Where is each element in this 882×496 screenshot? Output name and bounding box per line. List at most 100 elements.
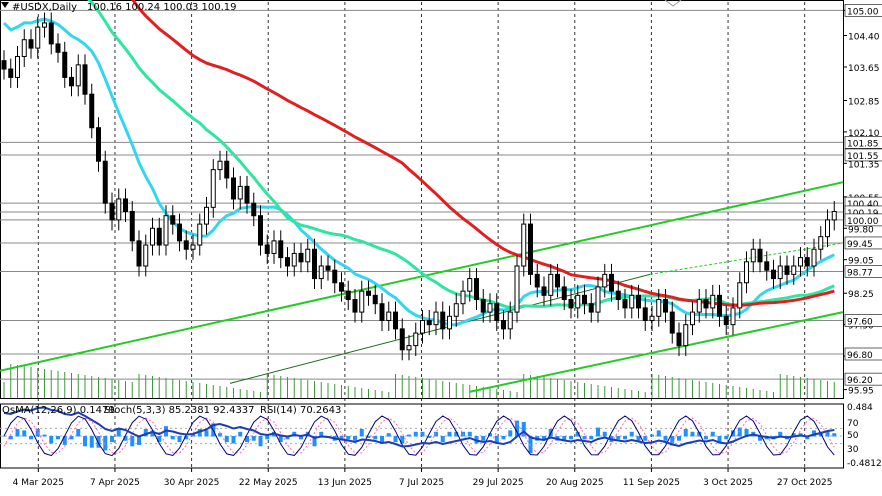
osma-bar	[683, 429, 688, 437]
candle-body	[615, 290, 621, 301]
time-axis: 4 Mar 2025 7 Apr 2025 30 Apr 2025 22 May 20…	[13, 468, 833, 488]
candle-body	[42, 22, 47, 28]
candle-body	[183, 240, 189, 250]
osma-bar	[575, 431, 580, 437]
candle-body	[575, 294, 581, 309]
price-tag-label: 98.77	[847, 268, 873, 278]
shift-marker-icon[interactable]	[664, 0, 682, 7]
candle-body	[244, 185, 250, 204]
candle-body	[757, 248, 763, 263]
osma-bar	[157, 436, 162, 443]
candle-body	[163, 215, 169, 246]
osma-bar	[312, 436, 317, 447]
time-tick-label: 30 Apr 2025	[164, 478, 220, 488]
channel-upper-line	[0, 181, 844, 372]
candle-body	[791, 265, 797, 275]
osma-bar	[319, 431, 324, 437]
osma-bar	[670, 436, 675, 444]
candle-body	[251, 202, 257, 217]
symbol-label: #USDX,Daily	[12, 2, 77, 13]
candle-body	[278, 240, 284, 259]
osma-bar	[467, 431, 472, 437]
axis-tick-label: 103.65	[848, 64, 880, 74]
price-tag	[844, 314, 882, 327]
channel-lower-line	[469, 311, 844, 393]
candle-body	[433, 311, 439, 326]
price-tag-label: 97.60	[847, 317, 873, 327]
osma-bar	[29, 436, 33, 440]
osma-bar	[69, 436, 74, 440]
ma-slow-line	[131, 0, 835, 307]
price-tag	[844, 265, 882, 278]
price-axis: 105.00 104.40 103.65 102.85 102.10 101.35 100.…	[843, 4, 882, 397]
time-tick-label: 7 Apr 2025	[90, 478, 140, 488]
axis-tick-label: 99.05	[848, 257, 874, 267]
candle-body	[636, 294, 641, 309]
osma-bar	[454, 431, 459, 437]
candle-body	[548, 273, 554, 296]
price-tag	[844, 213, 882, 227]
osma-bar	[731, 430, 735, 437]
stoch-signal-line	[3, 417, 835, 455]
osma-bar	[373, 436, 378, 440]
candle-body	[629, 294, 635, 309]
osma-bar	[697, 431, 702, 437]
osma-bar	[650, 434, 654, 437]
moving-averages	[2, 0, 835, 327]
candle-body	[359, 290, 365, 313]
candle-body	[555, 273, 560, 288]
candle-body	[177, 223, 182, 242]
osma-bar	[420, 431, 425, 437]
candle-body	[676, 332, 682, 347]
candle-body	[784, 265, 790, 275]
candle-body	[1, 60, 7, 70]
osma-bar	[832, 433, 837, 437]
osma-bar	[812, 430, 816, 437]
candle-body	[210, 169, 216, 208]
indicator-axis-label: 70	[847, 419, 859, 429]
candle-body	[730, 307, 736, 326]
osma-bar	[542, 436, 546, 440]
osma-bar	[170, 436, 175, 440]
candle-body	[62, 51, 68, 78]
indicator-axis-label: 50	[847, 431, 859, 441]
candle-body	[804, 257, 810, 267]
osma-bar	[596, 427, 600, 437]
candle-body	[642, 307, 648, 321]
candle-body	[744, 261, 749, 284]
osma-bar	[123, 436, 128, 441]
osma-bar	[623, 436, 627, 440]
osma-bar	[353, 436, 357, 441]
price-tag-label: 99.45	[847, 240, 873, 250]
time-tick-label: 22 May 2025	[239, 478, 298, 488]
candle-body	[305, 248, 311, 263]
candle-body	[190, 244, 196, 250]
candle-body	[48, 22, 54, 45]
osma-bar	[218, 433, 222, 437]
price-tag	[844, 347, 882, 361]
osma-bar	[130, 436, 135, 447]
osma-bar	[278, 436, 283, 443]
candle-body	[55, 43, 61, 53]
osma-bar	[258, 436, 263, 447]
candle-body	[561, 286, 567, 301]
candle-body	[818, 236, 824, 250]
osma-bar	[737, 427, 742, 437]
price-tag	[844, 236, 882, 250]
axis-tick-label: 102.85	[848, 97, 880, 107]
osma-bar	[393, 436, 398, 443]
price-tag-label: 101.55	[847, 152, 879, 162]
candle-body	[372, 294, 378, 305]
candle-body	[683, 324, 689, 347]
osma-bar	[704, 436, 708, 440]
candle-body	[656, 299, 662, 317]
osma-bar	[359, 429, 364, 437]
candle-body	[204, 206, 209, 225]
candle-body	[426, 319, 432, 326]
candle-body	[217, 160, 223, 171]
candle-body	[298, 252, 304, 263]
candle-body	[123, 198, 128, 213]
rsi-label: RSI(14) 70.2643	[260, 405, 341, 416]
